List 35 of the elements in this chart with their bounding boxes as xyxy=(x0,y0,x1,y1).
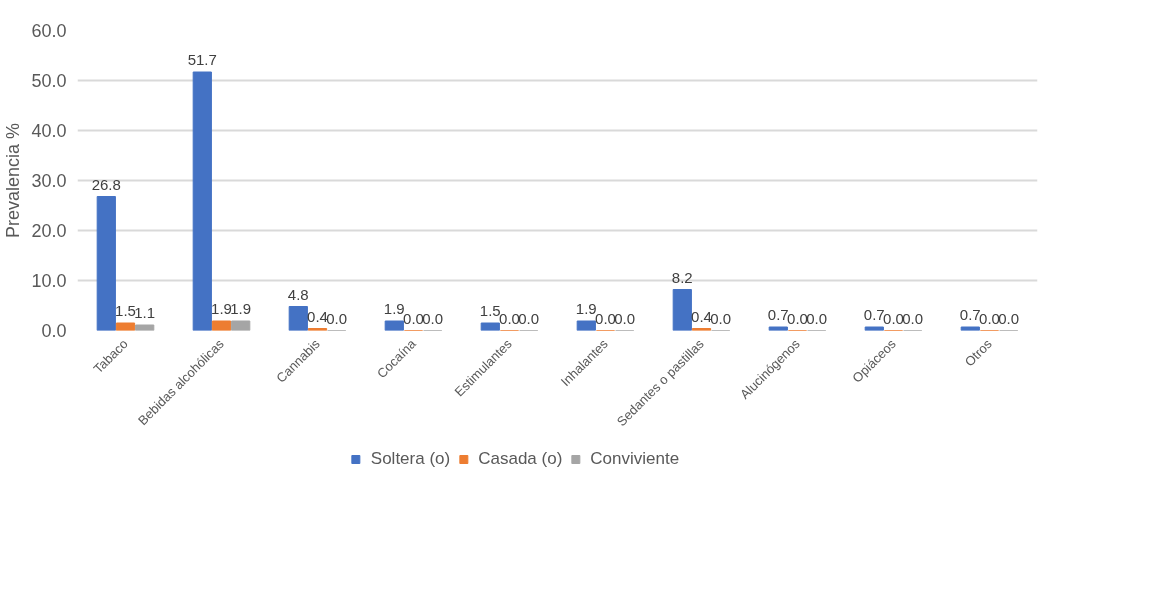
data-label: 0.0 xyxy=(499,309,520,327)
y-tick-label: 60.0 xyxy=(31,21,67,41)
y-tick-label: 30.0 xyxy=(31,171,67,191)
data-label: 0.0 xyxy=(422,309,444,327)
data-label: 0.0 xyxy=(806,309,828,327)
data-label: 51.7 xyxy=(187,51,217,68)
data-label: 0.0 xyxy=(883,309,904,327)
data-label: 1.9 xyxy=(211,300,232,317)
legend-label: Conviviente xyxy=(590,449,680,469)
data-label: 0.0 xyxy=(979,309,1000,327)
y-tick-label: 40.0 xyxy=(31,121,67,141)
data-label: 0.0 xyxy=(518,309,540,327)
data-label: 0.0 xyxy=(614,309,636,327)
y-tick-label: 20.0 xyxy=(31,221,67,241)
y-axis-title: Prevalencia % xyxy=(3,122,24,239)
data-label: 0.0 xyxy=(595,309,616,327)
data-label: 8.2 xyxy=(671,268,693,286)
data-label: 1.9 xyxy=(383,300,405,317)
data-label: 26.8 xyxy=(91,175,121,193)
y-tick-label: 0.0 xyxy=(41,321,67,341)
data-label: 0.0 xyxy=(710,309,732,327)
data-label: 0.0 xyxy=(403,309,424,327)
y-tick-label: 50.0 xyxy=(31,71,67,91)
data-label: 1.9 xyxy=(230,300,252,317)
data-label: 1.9 xyxy=(575,300,597,317)
y-tick-label: 10.0 xyxy=(31,271,67,291)
data-label: 1.5 xyxy=(115,302,136,319)
legend-label: Soltera (o) xyxy=(370,449,451,469)
data-label: 0.0 xyxy=(787,309,808,327)
data-label: 0.0 xyxy=(902,309,924,327)
data-label: 4.8 xyxy=(287,285,309,303)
data-label: 0.0 xyxy=(998,309,1020,327)
data-label: 0.0 xyxy=(326,309,348,327)
legend-label: Casada (o) xyxy=(478,449,563,469)
data-label: 1.1 xyxy=(134,304,156,321)
